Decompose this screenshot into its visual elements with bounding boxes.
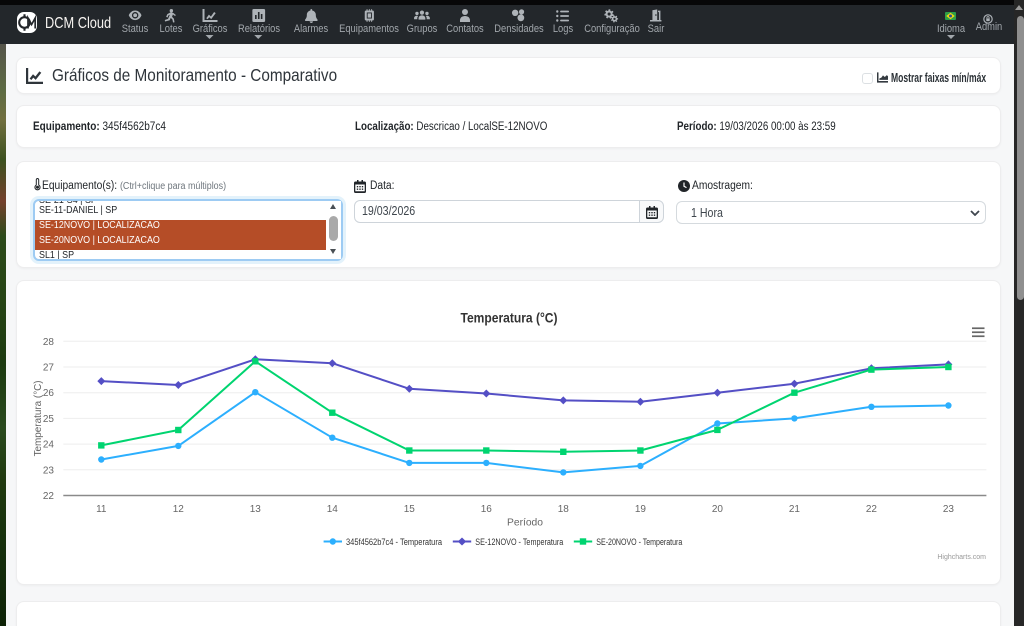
svg-text:20: 20 — [712, 504, 724, 515]
svg-text:18: 18 — [558, 504, 570, 515]
svg-text:21: 21 — [789, 504, 801, 515]
svg-text:23: 23 — [943, 504, 955, 515]
svg-text:14: 14 — [327, 504, 339, 515]
svg-text:Período: Período — [507, 518, 543, 529]
svg-text:27: 27 — [43, 363, 55, 374]
svg-text:Temperatura (°C): Temperatura (°C) — [461, 311, 558, 326]
svg-text:24: 24 — [43, 440, 55, 451]
svg-text:22: 22 — [866, 504, 878, 515]
svg-text:22: 22 — [43, 491, 55, 502]
svg-text:23: 23 — [43, 465, 55, 476]
svg-text:19: 19 — [635, 504, 647, 515]
svg-text:13: 13 — [250, 504, 262, 515]
svg-text:26: 26 — [43, 388, 55, 399]
svg-text:12: 12 — [173, 504, 185, 515]
svg-text:28: 28 — [43, 337, 55, 348]
svg-text:SE-20NOVO - Temperatura: SE-20NOVO - Temperatura — [596, 537, 682, 547]
svg-text:Temperatura (°C): Temperatura (°C) — [33, 380, 44, 456]
svg-text:SE-12NOVO - Temperatura: SE-12NOVO - Temperatura — [475, 537, 563, 547]
svg-text:15: 15 — [404, 504, 416, 515]
svg-text:11: 11 — [96, 504, 107, 515]
svg-text:25: 25 — [43, 414, 55, 425]
svg-text:345f4562b7c4 - Temperatura: 345f4562b7c4 - Temperatura — [346, 537, 442, 547]
svg-text:Highcharts.com: Highcharts.com — [937, 554, 986, 561]
svg-text:16: 16 — [481, 504, 493, 515]
